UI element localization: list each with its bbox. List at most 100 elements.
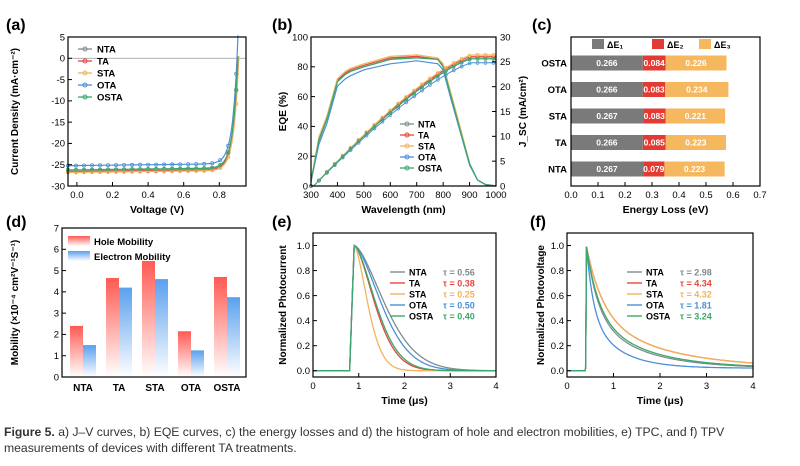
jsc-marker-osta bbox=[420, 85, 424, 90]
y-tick-label: 0 bbox=[303, 181, 308, 192]
jsc-marker-sta bbox=[491, 53, 496, 57]
jv-marker-sta bbox=[82, 170, 87, 175]
legend-label-ta: TA bbox=[97, 57, 109, 68]
panel-c: (c) 0.266 0.084 0.226 OSTA 0.266 0.083 0.234 OTA… bbox=[532, 17, 767, 216]
jv-marker-ota bbox=[114, 163, 119, 168]
bar-label-ta-de2: 0.085 bbox=[644, 138, 666, 148]
plot-frame bbox=[67, 36, 247, 187]
plot-frame bbox=[61, 227, 247, 378]
tau-label-sta: τ = 0.25 bbox=[443, 290, 475, 300]
y-axis-label: Mobility (×10⁻⁴ cm²V⁻¹S⁻¹) bbox=[10, 240, 21, 366]
y-tick-label: -15 bbox=[51, 117, 65, 128]
legend-label-osta: OSTA bbox=[418, 164, 443, 174]
jv-marker-osta bbox=[90, 167, 95, 172]
x-tick-label: 2 bbox=[657, 381, 662, 392]
bar-label-sta-de1: 0.267 bbox=[596, 111, 618, 121]
bar-hole-ota bbox=[178, 331, 191, 377]
x-tick-label: 0.6 bbox=[726, 190, 739, 201]
y2-axis-label: J_SC (mA/cm²) bbox=[518, 76, 529, 147]
y-tick-label: -25 bbox=[51, 160, 65, 171]
eqe-curve-osta bbox=[310, 57, 497, 187]
legend-label-hole: Hole Mobility bbox=[94, 237, 154, 248]
jv-marker-sta bbox=[178, 169, 183, 174]
panel-label-b: (b) bbox=[272, 17, 292, 34]
bar-ota-de3 bbox=[665, 82, 729, 97]
legend-label-de1: ΔE₁ bbox=[607, 40, 623, 50]
bar-hole-sta bbox=[142, 260, 155, 377]
y-tick-label: 0.2 bbox=[551, 341, 564, 352]
jsc-marker-sta bbox=[459, 56, 464, 61]
x-axis-label: Wavelength (nm) bbox=[361, 204, 445, 216]
tau-label-ota: τ = 0.50 bbox=[443, 301, 475, 311]
jv-marker-ota bbox=[106, 163, 111, 168]
jv-marker-osta bbox=[226, 150, 231, 155]
y-tick-label: 6 bbox=[54, 245, 59, 256]
figure-5: (a) 0.0 0.2 0.4 0.6 0.8 Voltage (V) 5 0 -5 -10 -15 -… bbox=[6, 17, 767, 407]
jsc-marker-ota bbox=[483, 60, 488, 65]
legend-label-sta: STA bbox=[646, 290, 664, 300]
legend-swatch-hole bbox=[68, 236, 90, 246]
jsc-marker-sta bbox=[467, 53, 472, 58]
legend-swatch-de2 bbox=[652, 39, 664, 49]
y-tick-label: 1.0 bbox=[297, 241, 310, 252]
jv-marker-osta bbox=[210, 165, 215, 170]
x-tick-label: 300 bbox=[303, 190, 319, 201]
legend-marker-ta bbox=[404, 132, 410, 138]
jv-marker-osta bbox=[162, 166, 167, 171]
legend-swatch-de1 bbox=[592, 39, 604, 49]
panel-e: (e) 0 1 2 3 4 Time (μs) 0.0 0.2 0.4 0.6 0.8 1.0 Norma… bbox=[272, 214, 499, 407]
jv-marker-sta bbox=[138, 169, 143, 174]
panel-label-a: (a) bbox=[6, 17, 26, 34]
jv-marker-ota bbox=[82, 163, 87, 168]
x-tick-label: 900 bbox=[462, 190, 478, 201]
jsc-marker-osta bbox=[483, 57, 488, 61]
bar-electron-ta bbox=[119, 287, 132, 377]
jv-marker-osta bbox=[122, 167, 127, 172]
x-tick-label: 0.6 bbox=[177, 190, 190, 201]
y-axis-label: Current Density (mA·cm⁻²) bbox=[10, 48, 21, 175]
bar-hole-osta bbox=[214, 276, 227, 377]
jsc-marker-osta bbox=[467, 57, 472, 62]
jsc-marker-sta bbox=[436, 70, 440, 75]
bar-label-osta-de2: 0.084 bbox=[644, 58, 666, 68]
legend-label-ta: TA bbox=[409, 279, 421, 289]
category-label-nta: NTA bbox=[548, 165, 567, 176]
bar-ta-de2 bbox=[642, 135, 666, 150]
legend-label-nta: NTA bbox=[409, 268, 427, 278]
curve-ota bbox=[567, 246, 753, 372]
bar-ta-de3 bbox=[665, 135, 726, 150]
legend-swatch-electron bbox=[68, 251, 90, 261]
curve-sta bbox=[567, 246, 753, 372]
bar-sta-de1 bbox=[571, 108, 644, 124]
bar-ota-de1 bbox=[571, 82, 643, 97]
jv-marker-ota bbox=[146, 162, 151, 167]
bar-label-osta-de3: 0.226 bbox=[685, 58, 707, 68]
jv-marker-osta bbox=[146, 166, 151, 171]
curve-nta bbox=[567, 246, 753, 372]
jsc-marker-ota bbox=[396, 106, 401, 111]
jsc-marker-ota bbox=[467, 61, 472, 66]
jsc-marker-osta bbox=[443, 69, 448, 74]
legend-marker-osta bbox=[82, 94, 88, 100]
y-tick-label: 1 bbox=[54, 351, 59, 362]
jsc-marker-ota bbox=[436, 77, 440, 82]
y2-tick-label: 25 bbox=[500, 57, 511, 68]
tau-label-osta: τ = 0.40 bbox=[443, 312, 475, 322]
y-tick-label: 40 bbox=[297, 122, 308, 133]
x-tick-label: 2 bbox=[402, 381, 407, 392]
caption-text: a) J–V curves, b) EQE curves, c) the ene… bbox=[4, 425, 725, 455]
jsc-marker-osta bbox=[396, 104, 401, 108]
jsc-marker-sta bbox=[396, 101, 401, 106]
bar-label-ta-de3: 0.223 bbox=[685, 138, 707, 148]
y-tick-label: 2 bbox=[54, 330, 59, 341]
jv-marker-ota bbox=[194, 162, 199, 167]
panel-label-e: (e) bbox=[272, 214, 292, 231]
bar-sta-de3 bbox=[665, 108, 726, 124]
jv-marker-ota bbox=[186, 162, 191, 167]
jv-marker-ota bbox=[162, 162, 167, 167]
tau-label-sta: τ = 4.32 bbox=[680, 290, 712, 300]
y2-tick-label: 0 bbox=[500, 181, 505, 192]
jsc-marker-osta bbox=[340, 154, 345, 159]
y2-tick-label: 10 bbox=[500, 132, 511, 143]
jv-marker-osta bbox=[82, 167, 87, 172]
